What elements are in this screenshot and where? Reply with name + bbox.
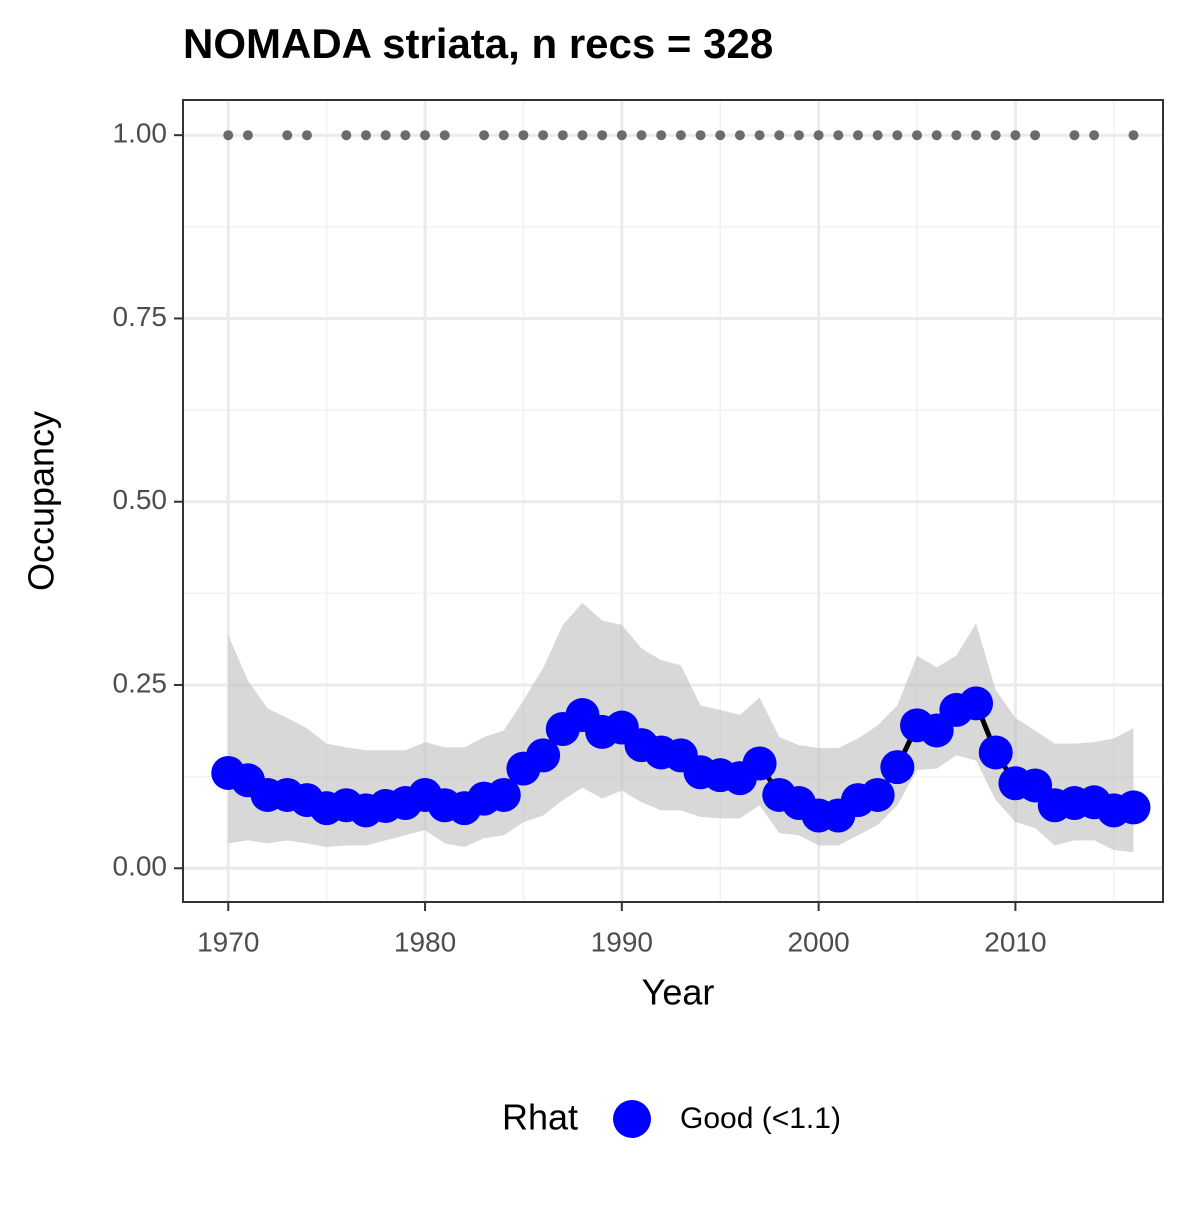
x-tick-label: 2010 [984, 926, 1046, 957]
legend-title: Rhat [502, 1097, 578, 1138]
x-tick-label: 1970 [197, 926, 259, 957]
legend-label: Good (<1.1) [680, 1102, 841, 1135]
record-dot [223, 130, 234, 141]
record-dot [557, 130, 568, 141]
record-dot [518, 130, 529, 141]
record-dot [912, 130, 923, 141]
record-dot [931, 130, 942, 141]
y-tick-label: 0.75 [113, 301, 168, 332]
record-dot [301, 130, 312, 141]
y-axis-title: Occupancy [21, 411, 62, 591]
record-dot [538, 130, 549, 141]
record-dot [341, 130, 352, 141]
record-dot [872, 130, 883, 141]
record-dot [793, 130, 804, 141]
record-dot [734, 130, 745, 141]
y-tick-label: 0.50 [113, 484, 168, 515]
record-dot [361, 130, 372, 141]
point [959, 686, 994, 721]
x-tick-label: 1980 [394, 926, 456, 957]
record-dot [282, 130, 293, 141]
record-dot [754, 130, 765, 141]
record-dot [833, 130, 844, 141]
point [1116, 790, 1151, 825]
x-axis-title: Year [642, 972, 715, 1013]
record-dot [774, 130, 785, 141]
record-dot [439, 130, 450, 141]
y-tick-label: 0.00 [113, 851, 168, 882]
record-dot [892, 130, 903, 141]
x-tick-label: 1990 [591, 926, 653, 957]
record-dot [479, 130, 490, 141]
record-dot [577, 130, 588, 141]
record-dot [1010, 130, 1021, 141]
record-dot [1030, 130, 1041, 141]
record-dot [380, 130, 391, 141]
record-dot [597, 130, 608, 141]
record-dot [420, 130, 431, 141]
point [880, 750, 915, 785]
record-dot [715, 130, 726, 141]
record-dot [656, 130, 667, 141]
record-dot [951, 130, 962, 141]
record-dot [1089, 130, 1100, 141]
record-dot [990, 130, 1001, 141]
record-dot [400, 130, 411, 141]
record-dot [1069, 130, 1080, 141]
point [486, 777, 521, 812]
record-dot [675, 130, 686, 141]
point [860, 777, 895, 812]
record-dot [636, 130, 647, 141]
record-dot [971, 130, 982, 141]
record-dot [616, 130, 627, 141]
x-tick-label: 2000 [787, 926, 849, 957]
record-dot [852, 130, 863, 141]
panel-border [182, 99, 1164, 903]
point [526, 738, 561, 773]
record-dot [813, 130, 824, 141]
record-dot [695, 130, 706, 141]
ribbon [228, 602, 1134, 853]
record-dot [498, 130, 509, 141]
y-tick-label: 1.00 [113, 118, 168, 149]
point [742, 746, 777, 781]
record-dot [242, 130, 253, 141]
record-dot [1128, 130, 1139, 141]
legend-marker [613, 1100, 651, 1138]
y-tick-label: 0.25 [113, 667, 168, 698]
chart-title: NOMADA striata, n recs = 328 [183, 20, 773, 67]
point [978, 735, 1013, 770]
